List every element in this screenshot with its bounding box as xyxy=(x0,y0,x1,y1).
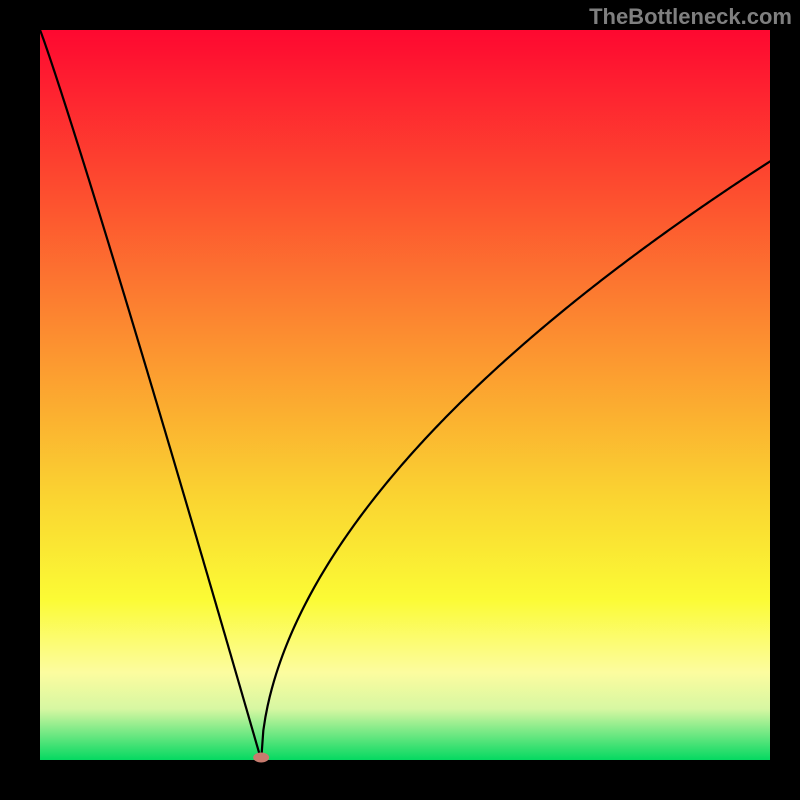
min-point-marker xyxy=(253,753,269,763)
watermark-label: TheBottleneck.com xyxy=(589,4,792,30)
chart-plot-bg xyxy=(40,30,770,760)
chart-container: TheBottleneck.com xyxy=(0,0,800,800)
chart-svg xyxy=(0,0,800,800)
